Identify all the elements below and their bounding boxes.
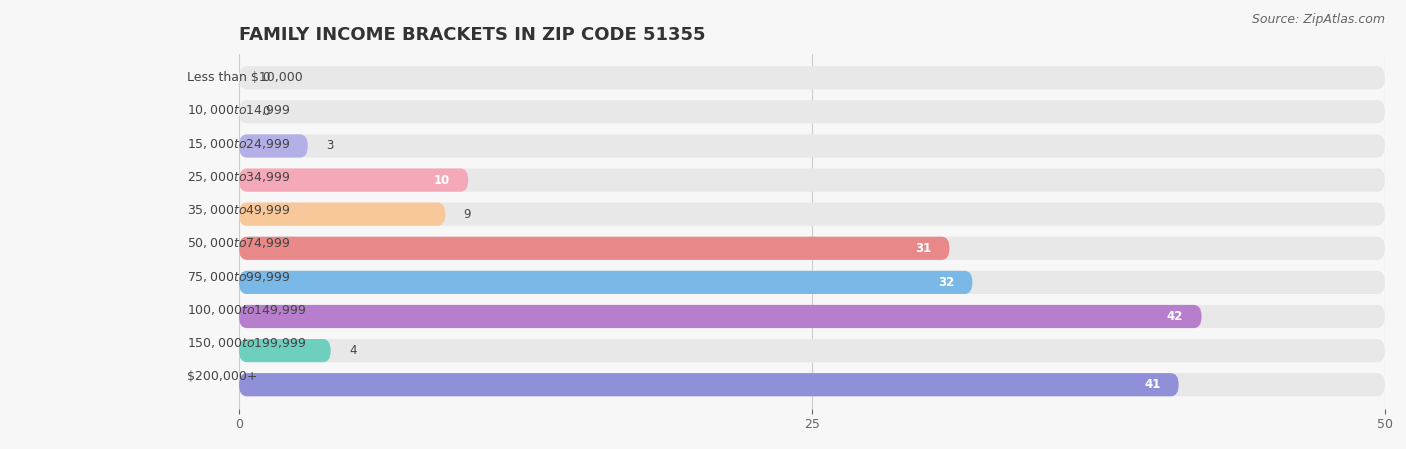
Text: $200,000+: $200,000+ xyxy=(187,370,257,383)
FancyBboxPatch shape xyxy=(239,66,1385,89)
FancyBboxPatch shape xyxy=(239,202,446,226)
Text: $50,000 to $74,999: $50,000 to $74,999 xyxy=(187,236,291,251)
Text: $10,000 to $14,999: $10,000 to $14,999 xyxy=(187,103,291,117)
FancyBboxPatch shape xyxy=(239,168,468,192)
Text: FAMILY INCOME BRACKETS IN ZIP CODE 51355: FAMILY INCOME BRACKETS IN ZIP CODE 51355 xyxy=(239,26,706,44)
FancyBboxPatch shape xyxy=(239,339,1385,362)
Text: $150,000 to $199,999: $150,000 to $199,999 xyxy=(187,336,307,350)
Text: Less than $10,000: Less than $10,000 xyxy=(187,70,302,84)
Text: 3: 3 xyxy=(326,140,333,153)
Text: $25,000 to $34,999: $25,000 to $34,999 xyxy=(187,170,291,184)
FancyBboxPatch shape xyxy=(239,237,949,260)
Text: 42: 42 xyxy=(1167,310,1184,323)
FancyBboxPatch shape xyxy=(239,305,1202,328)
Text: 0: 0 xyxy=(262,71,270,84)
Text: 41: 41 xyxy=(1144,378,1160,391)
Text: $75,000 to $99,999: $75,000 to $99,999 xyxy=(187,269,291,284)
FancyBboxPatch shape xyxy=(239,271,1385,294)
FancyBboxPatch shape xyxy=(239,202,1385,226)
FancyBboxPatch shape xyxy=(239,305,1385,328)
FancyBboxPatch shape xyxy=(239,271,973,294)
Text: $15,000 to $24,999: $15,000 to $24,999 xyxy=(187,136,291,150)
Text: Source: ZipAtlas.com: Source: ZipAtlas.com xyxy=(1251,13,1385,26)
Text: 32: 32 xyxy=(938,276,955,289)
FancyBboxPatch shape xyxy=(239,134,1385,158)
Text: 9: 9 xyxy=(464,208,471,220)
Text: 0: 0 xyxy=(262,106,270,119)
FancyBboxPatch shape xyxy=(239,237,1385,260)
FancyBboxPatch shape xyxy=(239,100,1385,123)
Text: 10: 10 xyxy=(433,174,450,187)
FancyBboxPatch shape xyxy=(239,373,1385,396)
FancyBboxPatch shape xyxy=(239,168,1385,192)
FancyBboxPatch shape xyxy=(239,339,330,362)
Text: 4: 4 xyxy=(349,344,357,357)
Text: $35,000 to $49,999: $35,000 to $49,999 xyxy=(187,203,291,217)
Text: 31: 31 xyxy=(915,242,931,255)
Text: $100,000 to $149,999: $100,000 to $149,999 xyxy=(187,303,307,317)
FancyBboxPatch shape xyxy=(239,134,308,158)
FancyBboxPatch shape xyxy=(239,373,1178,396)
